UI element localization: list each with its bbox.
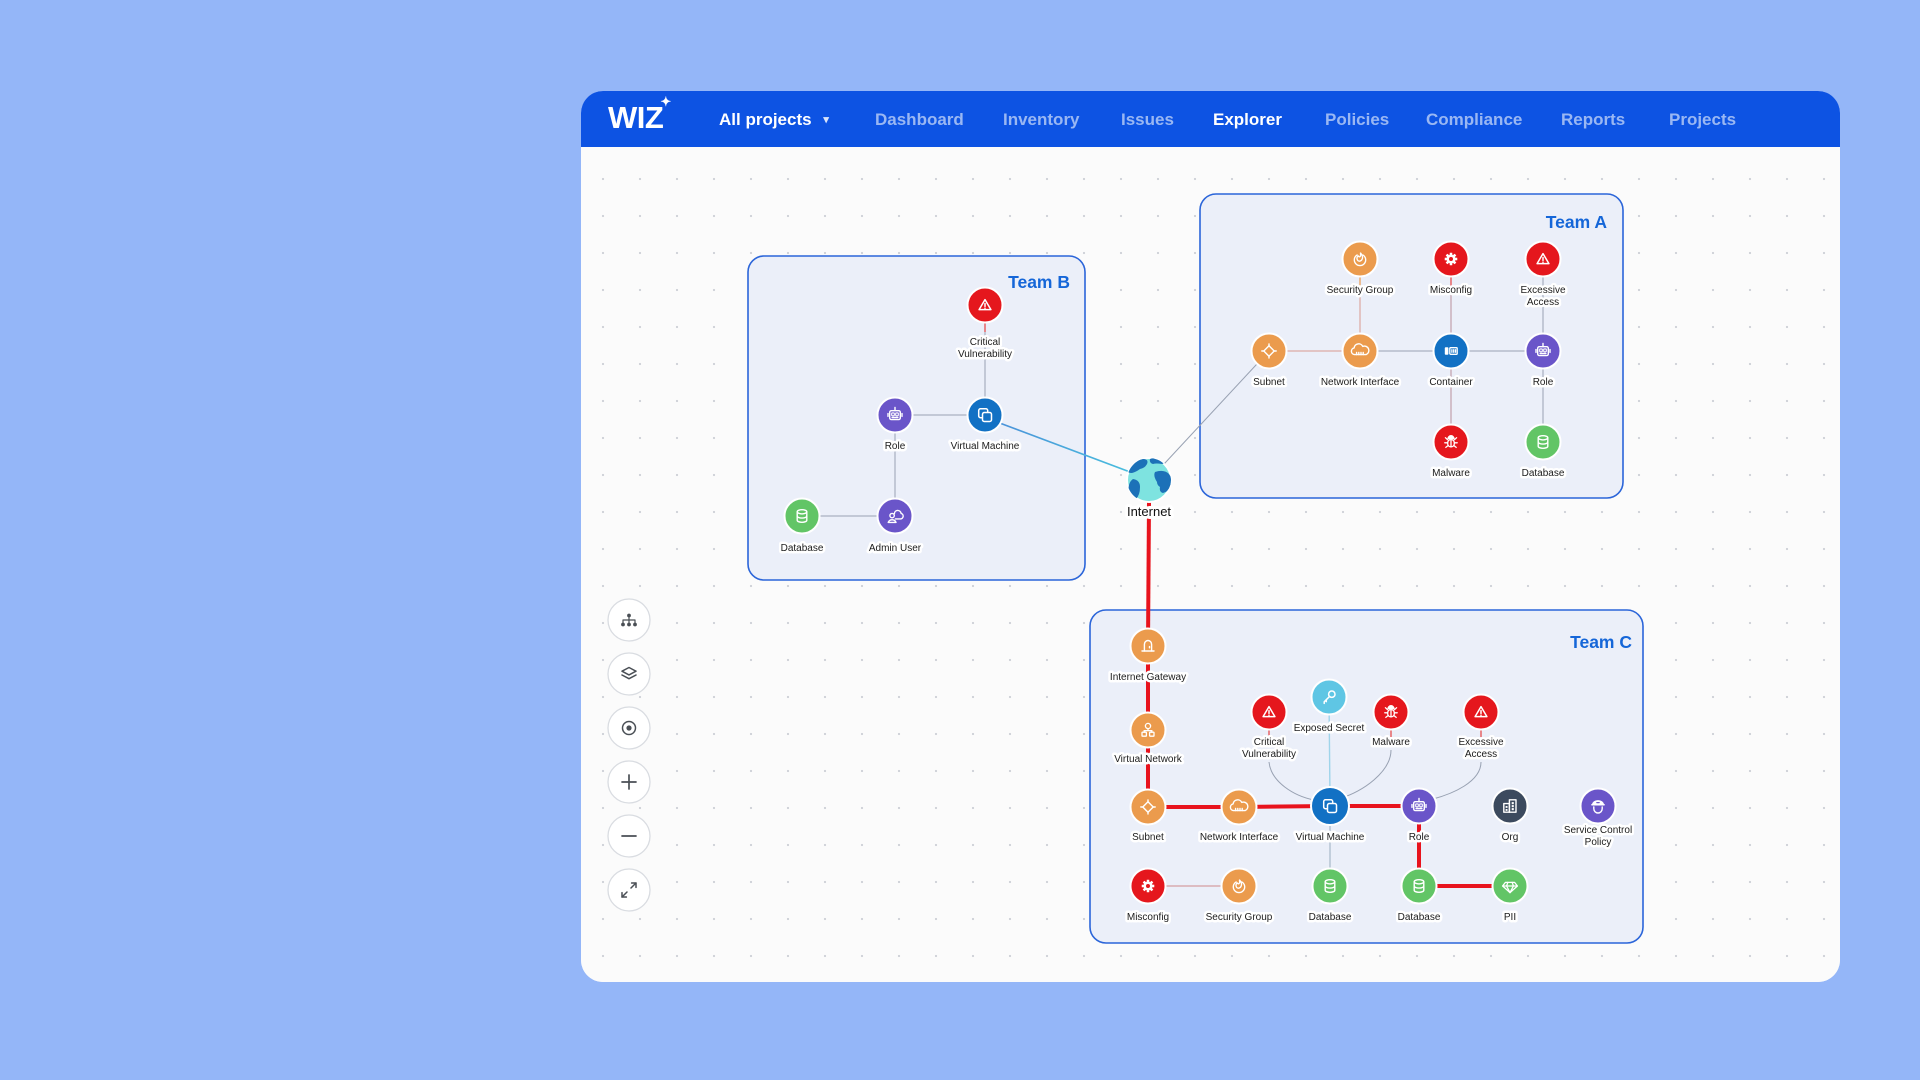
svg-text:Subnet: Subnet [1253,377,1285,388]
svg-text:Security Group: Security Group [1327,285,1394,296]
svg-text:Malware: Malware [1432,468,1470,479]
svg-text:Malware: Malware [1372,737,1410,748]
svg-text:Excessive: Excessive [1458,737,1503,748]
svg-text:Policy: Policy [1585,837,1612,848]
svg-text:Team C: Team C [1570,632,1632,652]
svg-text:Role: Role [1409,832,1430,843]
svg-text:PII: PII [1504,912,1516,923]
svg-text:Misconfig: Misconfig [1127,912,1169,923]
svg-text:Security Group: Security Group [1206,912,1273,923]
svg-text:Critical: Critical [970,337,1001,348]
svg-text:Container: Container [1429,377,1473,388]
svg-text:Database: Database [1309,912,1352,923]
svg-text:Team B: Team B [1008,272,1070,292]
svg-text:Org: Org [1502,832,1519,843]
svg-text:Database: Database [781,543,824,554]
svg-text:Excessive: Excessive [1520,285,1565,296]
svg-text:Virtual Machine: Virtual Machine [1296,832,1365,843]
svg-text:Database: Database [1522,468,1565,479]
svg-text:Exposed Secret: Exposed Secret [1294,723,1365,734]
svg-text:Misconfig: Misconfig [1430,285,1472,296]
svg-text:Access: Access [1527,297,1559,308]
svg-text:Vulnerability: Vulnerability [1242,749,1296,760]
svg-text:Network Interface: Network Interface [1200,832,1279,843]
svg-text:Virtual Machine: Virtual Machine [951,441,1020,452]
svg-text:Admin User: Admin User [869,543,922,554]
svg-text:Internet Gateway: Internet Gateway [1110,672,1186,683]
svg-text:Access: Access [1465,749,1497,760]
svg-text:Subnet: Subnet [1132,832,1164,843]
svg-text:Team A: Team A [1546,212,1608,232]
svg-text:Database: Database [1398,912,1441,923]
svg-text:Network Interface: Network Interface [1321,377,1400,388]
svg-text:Virtual Network: Virtual Network [1114,754,1183,765]
svg-text:Critical: Critical [1254,737,1285,748]
svg-text:Role: Role [885,441,906,452]
svg-text:Role: Role [1533,377,1554,388]
svg-text:Vulnerability: Vulnerability [958,349,1012,360]
svg-text:Service Control: Service Control [1564,825,1632,836]
svg-text:Internet: Internet [1127,504,1171,519]
